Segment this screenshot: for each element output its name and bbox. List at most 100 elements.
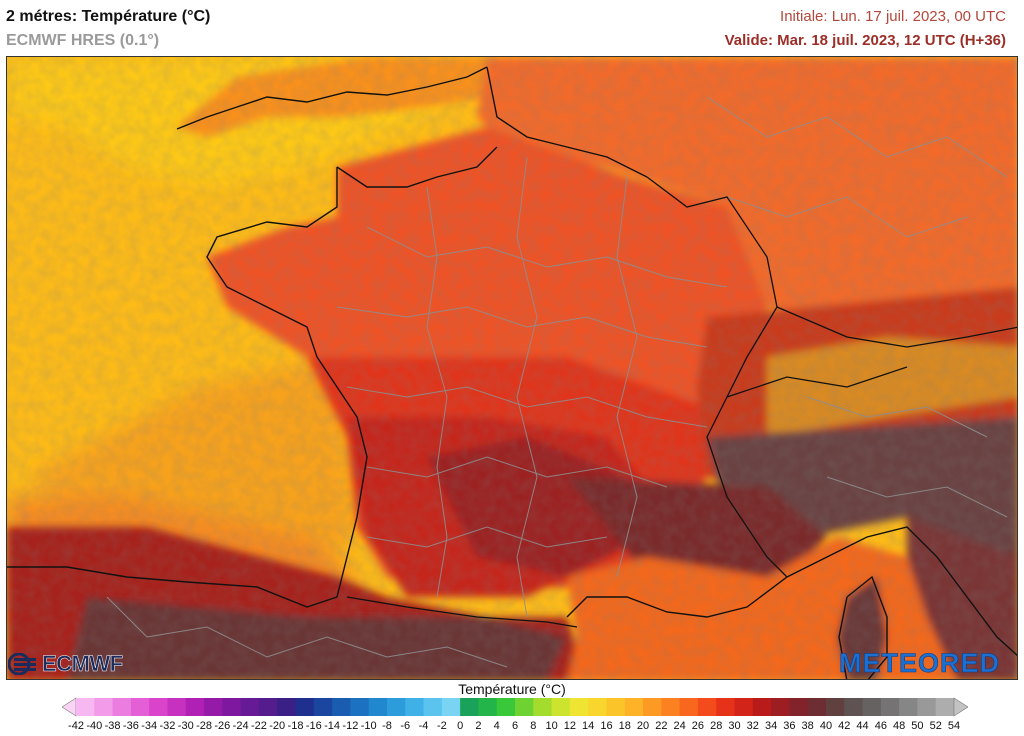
colorbar-segment: [862, 698, 882, 716]
colorbar-segment: [917, 698, 937, 716]
colorbar-segment: [386, 698, 406, 716]
colorbar: [62, 697, 968, 717]
colorbar-tick-label: -28: [196, 720, 212, 732]
colorbar-tick-label: -12: [342, 720, 359, 732]
model-subtitle: ECMWF HRES (0.1°): [6, 32, 160, 49]
colorbar-tick-label: -34: [141, 720, 158, 732]
colorbar-segment: [807, 698, 827, 716]
colorbar-left-arrow: [62, 697, 77, 717]
colorbar-tick-label: -18: [287, 720, 304, 732]
colorbar-tick-label: 8: [530, 720, 537, 732]
ecmwf-logo: ECMWF: [8, 651, 123, 677]
colorbar-tick-label: 38: [801, 720, 814, 732]
colorbar-segment: [112, 698, 132, 716]
colorbar-segment: [716, 698, 735, 716]
ecmwf-logo-text: ECMWF: [42, 651, 124, 677]
colorbar-segment: [771, 698, 790, 716]
colorbar-segment: [423, 698, 443, 716]
colorbar-tick-label: -32: [159, 720, 176, 732]
valid-time: Valide: Mar. 18 juil. 2023, 12 UTC (H+36…: [724, 32, 1006, 49]
colorbar-tick-label: -36: [122, 720, 139, 732]
colorbar-tick-label: 14: [582, 720, 595, 732]
colorbar-segment: [277, 698, 296, 716]
colorbar-segment: [899, 698, 918, 716]
colorbar-segment: [734, 698, 754, 716]
colorbar-tick-label: 6: [511, 720, 519, 732]
colorbar-tick-label: 46: [874, 720, 887, 732]
colorbar-segment: [606, 698, 626, 716]
colorbar-segment: [76, 698, 95, 716]
legend-title: Température (°C): [458, 681, 566, 697]
colorbar-tick-label: 36: [783, 720, 796, 732]
ecmwf-logo-icon: [8, 653, 36, 675]
colorbar-segment: [332, 698, 351, 716]
colorbar-tick-label: 30: [728, 720, 741, 732]
colorbar-segment: [880, 698, 900, 716]
colorbar-tick-label: -26: [214, 720, 231, 732]
colorbar-tick-label: -14: [324, 720, 341, 732]
colorbar-tick-label: 48: [893, 720, 906, 732]
colorbar-segment: [661, 698, 681, 716]
admin-borders: [106, 96, 1008, 668]
colorbar-tick-label: -6: [400, 720, 411, 732]
colorbar-tick-label: 28: [710, 720, 723, 732]
temperature-map[interactable]: [6, 56, 1018, 680]
colorbar-segment: [789, 698, 809, 716]
colorbar-tick-label: -8: [382, 720, 392, 732]
colorbar-segment: [167, 698, 187, 716]
colorbar-segment: [258, 698, 278, 716]
colorbar-segment: [496, 698, 516, 716]
coastlines: [7, 66, 1017, 679]
colorbar-right-arrow: [953, 697, 968, 717]
terrain-texture: [7, 57, 1017, 679]
colorbar-segment: [935, 698, 955, 716]
colorbar-segment: [533, 698, 553, 716]
colorbar-segment: [643, 698, 662, 716]
colorbar-tick-label: 0: [457, 720, 464, 732]
colorbar-tick-label: 32: [746, 720, 759, 732]
colorbar-segment: [825, 698, 845, 716]
colorbar-segment: [130, 698, 150, 716]
colorbar-tick-label: 34: [764, 720, 778, 732]
colorbar-segment: [185, 698, 205, 716]
colorbar-tick-label: -24: [232, 720, 249, 732]
chart-title: 2 métres: Température (°C): [6, 8, 211, 25]
meteored-logo: METEORED: [838, 648, 1000, 679]
colorbar-segment: [679, 698, 699, 716]
country-borders: [346, 176, 1017, 628]
colorbar-tick-label: -16: [305, 720, 322, 732]
colorbar-segment: [478, 698, 498, 716]
colorbar-segment: [752, 698, 772, 716]
colorbar-tick-label: 20: [636, 720, 650, 732]
colorbar-tick-label: -2: [436, 720, 447, 732]
colorbar-segment: [460, 698, 479, 716]
colorbar-segment: [94, 698, 114, 716]
colorbar-segment: [368, 698, 388, 716]
colorbar-tick-label: 4: [493, 720, 500, 732]
colorbar-segment: [441, 698, 461, 716]
colorbar-tick-label: 44: [856, 720, 869, 732]
colorbar-segment: [149, 698, 168, 716]
colorbar-ticks: -42 -40 -38 -36 -34 -32 -30 -28 -26 -24 -22 -20 -18-…: [0, 720, 1024, 736]
colorbar-tick-label: 2: [475, 720, 482, 732]
colorbar-segment: [240, 698, 260, 716]
colorbar-tick-label: -30: [177, 720, 194, 732]
colorbar-segment: [350, 698, 370, 716]
colorbar-tick-label: -38: [104, 720, 121, 732]
colorbar-tick-label: 40: [819, 720, 833, 732]
colorbar-segment: [624, 698, 644, 716]
colorbar-tick-label: 10: [545, 720, 558, 732]
colorbar-tick-label: 12: [563, 720, 576, 732]
colorbar-tick-label: 52: [929, 720, 942, 732]
colorbar-tick-label: -40: [86, 720, 103, 732]
colorbar-segment: [569, 698, 589, 716]
colorbar-tick-label: 22: [655, 720, 668, 732]
colorbar-tick-label: 18: [618, 720, 631, 732]
colorbar-segment: [844, 698, 864, 716]
colorbar-tick-label: -10: [360, 720, 377, 732]
colorbar-segment: [551, 698, 571, 716]
colorbar-segment: [295, 698, 315, 716]
colorbar-tick-label: 16: [600, 720, 613, 732]
init-time: Initiale: Lun. 17 juil. 2023, 00 UTC: [780, 8, 1006, 25]
map-svg: [7, 57, 1017, 679]
